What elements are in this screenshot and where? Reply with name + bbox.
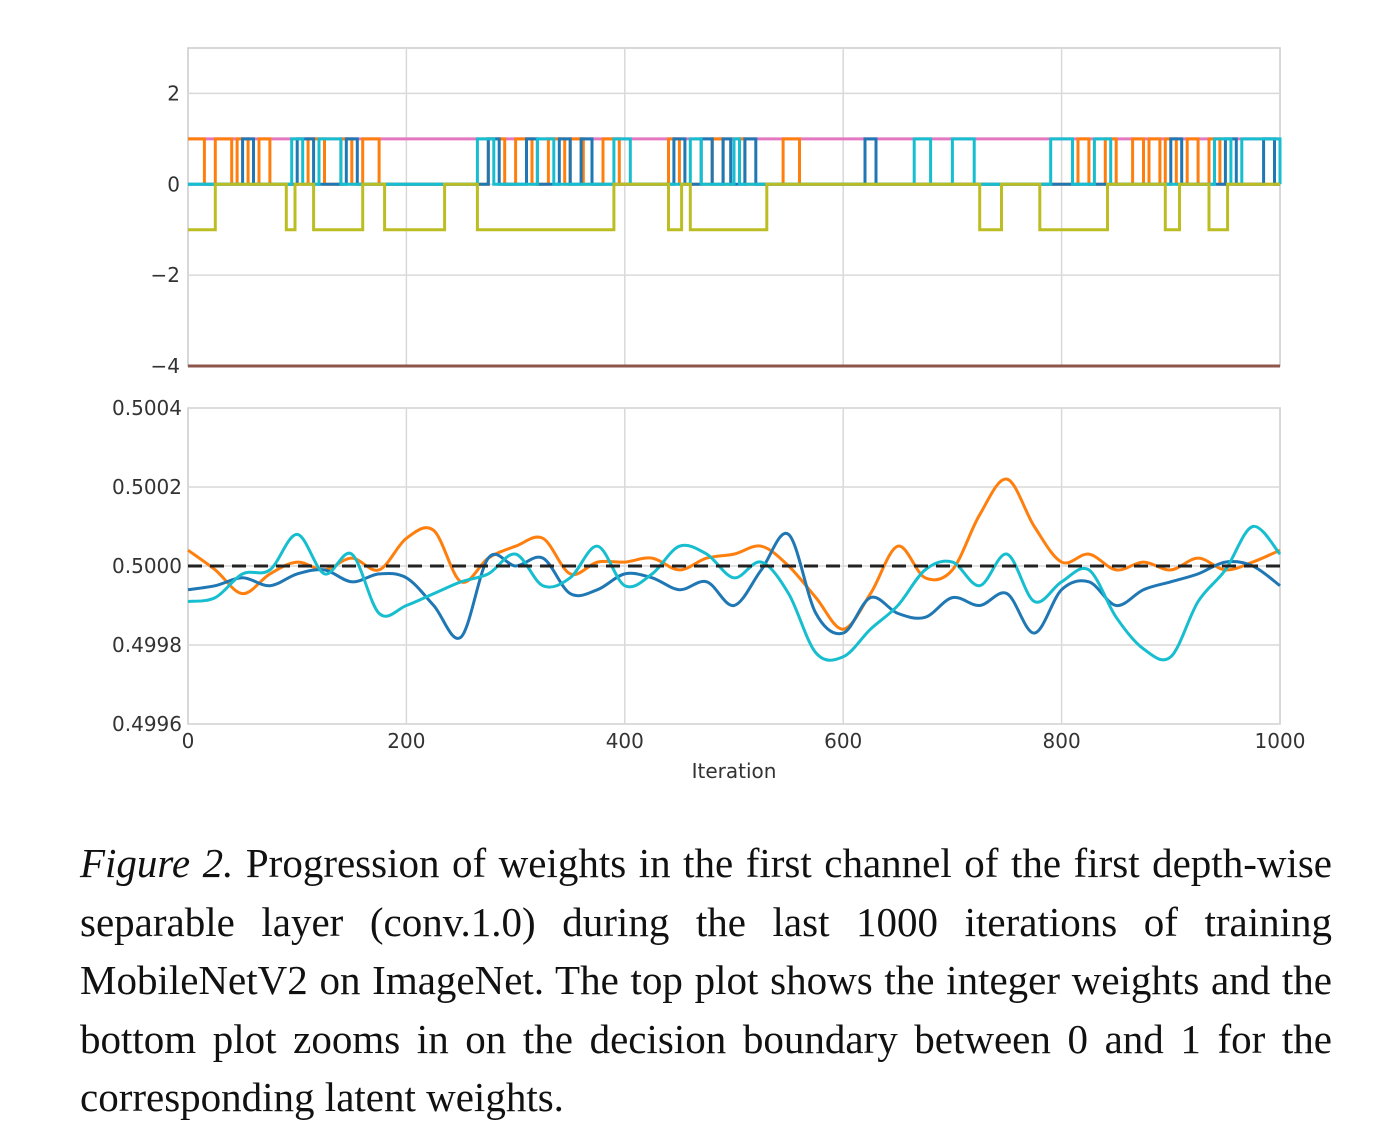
top-series-weight-c xyxy=(188,137,1280,186)
bottom-y-tick-label: 0.5004 xyxy=(112,396,182,420)
bottom-x-tick-label: 600 xyxy=(824,729,862,753)
top-y-tick-label: 2 xyxy=(167,81,180,105)
bottom-y-tick-label: 0.5002 xyxy=(112,475,182,499)
top-series-weight-e xyxy=(188,137,1282,186)
top-series-weight-d xyxy=(188,137,1280,186)
bottom-x-tick-label: 400 xyxy=(606,729,644,753)
top-plot: 2 0 −2 −4 xyxy=(151,47,1282,378)
bottom-series-latent-blue xyxy=(187,531,1281,640)
top-plot-background xyxy=(187,47,1281,367)
bottom-y-tick-label: 0.4996 xyxy=(112,712,182,736)
caption-label: Figure 2. xyxy=(80,840,234,886)
bottom-y-tick-label: 0.4998 xyxy=(112,633,182,657)
bottom-plot-y-ticks: 0.5004 0.5002 0.5000 0.4998 0.4996 xyxy=(112,396,182,736)
top-y-tick-label: −2 xyxy=(151,263,180,287)
bottom-y-tick-label: 0.5000 xyxy=(112,554,182,578)
bottom-plot-x-ticks: 0 200 400 600 800 1000 xyxy=(182,729,1306,753)
bottom-series-latent-cyan xyxy=(187,524,1282,662)
bottom-x-tick-label: 1000 xyxy=(1255,729,1306,753)
x-axis-label: Iteration xyxy=(692,759,777,783)
top-series-weight-f xyxy=(188,182,1280,232)
bottom-x-tick-label: 800 xyxy=(1043,729,1081,753)
bottom-plot: 0.5004 0.5002 0.5000 0.4998 0.4996 0 200 400 60… xyxy=(112,396,1305,783)
figure-caption: Figure 2. Progression of weights in the … xyxy=(80,834,1332,1127)
top-y-tick-label: −4 xyxy=(151,354,180,378)
top-plot-series xyxy=(188,137,1282,368)
bottom-x-tick-label: 0 xyxy=(182,729,195,753)
caption-text: Progression of weights in the first chan… xyxy=(80,840,1333,1120)
bottom-plot-series xyxy=(187,477,1282,662)
top-plot-y-ticks: 2 0 −2 −4 xyxy=(151,81,180,378)
bottom-series-latent-orange xyxy=(187,477,1281,631)
top-y-tick-label: 0 xyxy=(167,172,180,196)
bottom-x-tick-label: 200 xyxy=(387,729,425,753)
